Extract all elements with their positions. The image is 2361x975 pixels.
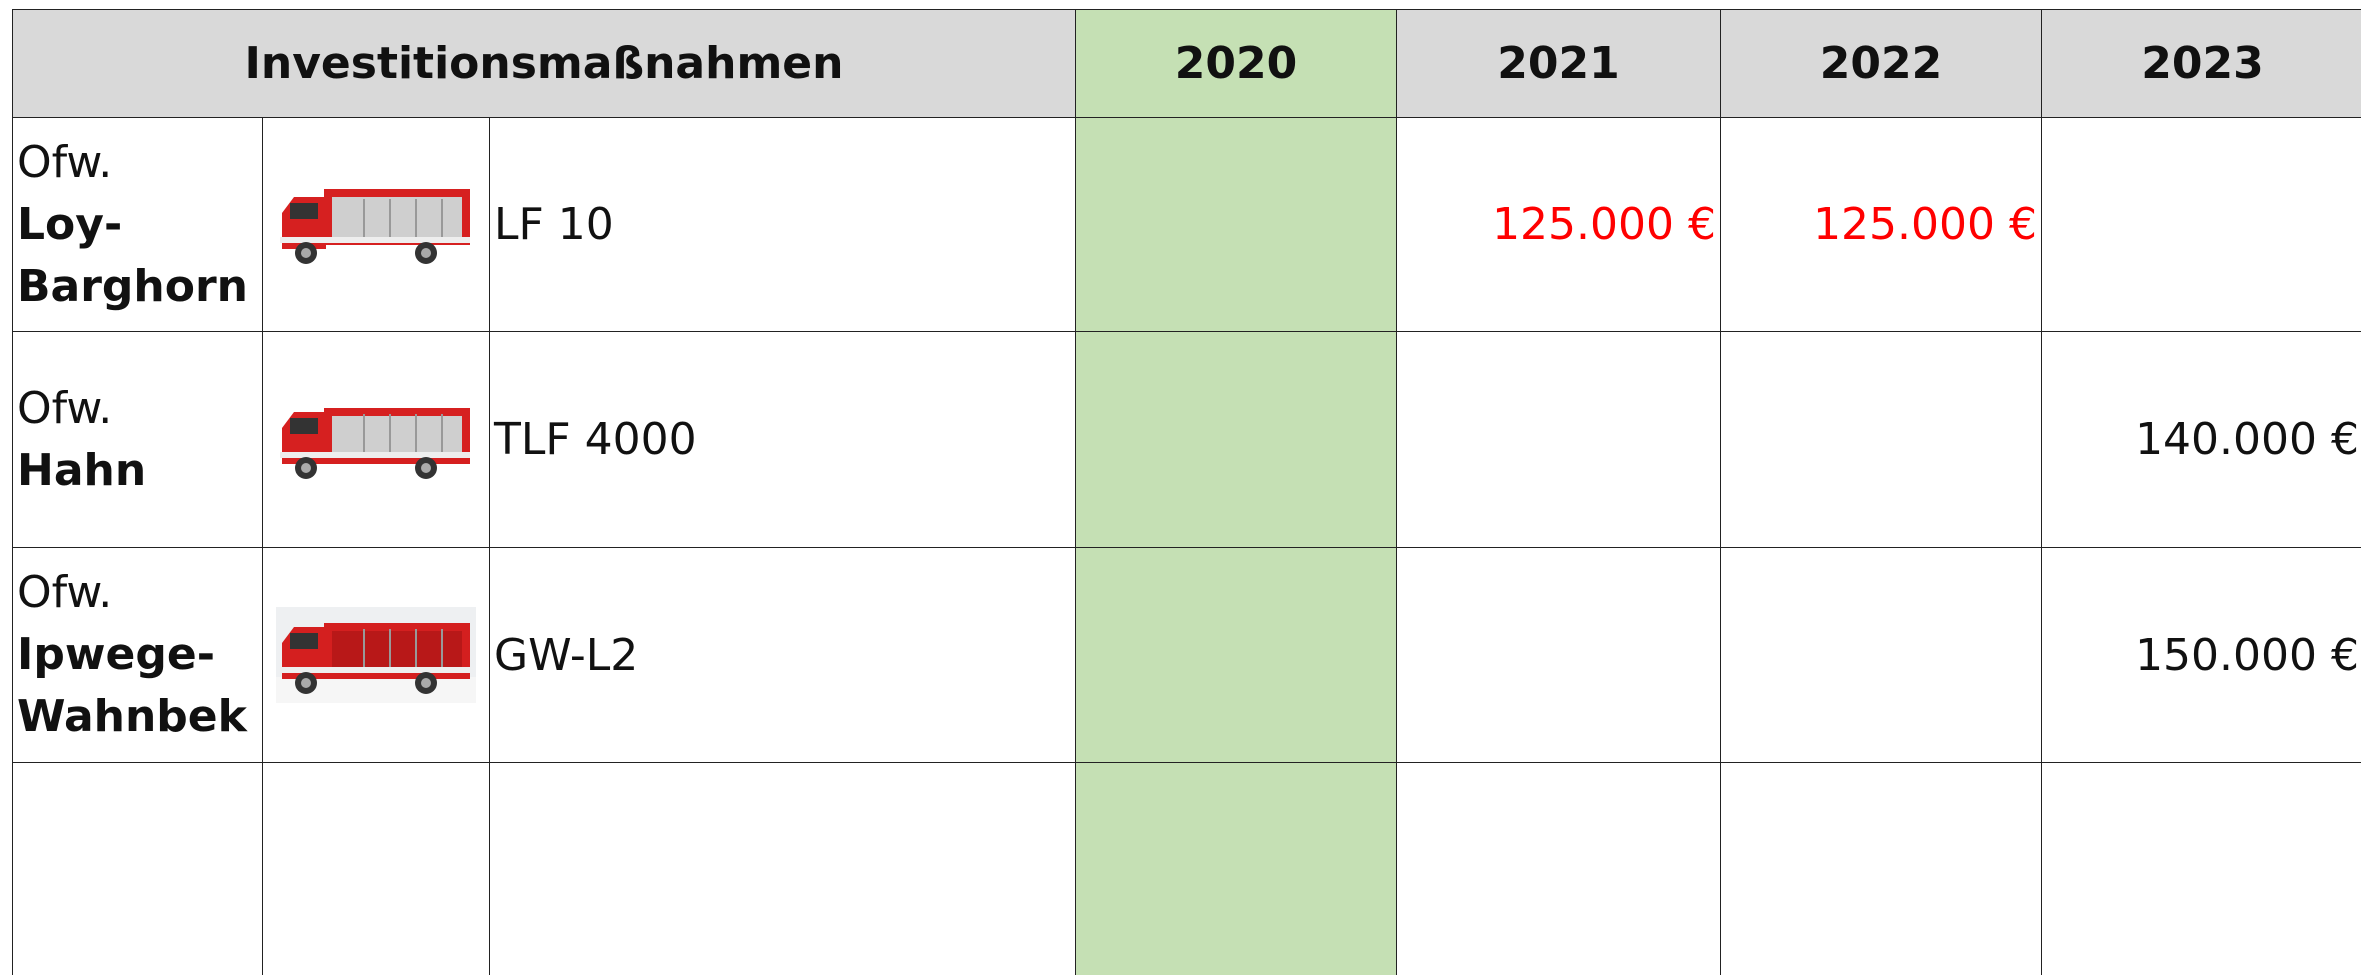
- value-cell: 125.000 €: [1396, 117, 1720, 331]
- station-prefix: Ofw.: [17, 132, 112, 194]
- station-cell: Ofw.Ipwege-Wahnbek: [12, 547, 262, 762]
- cost-value: 125.000 €: [1813, 199, 2037, 250]
- cost-value: 125.000 €: [1492, 199, 1716, 250]
- value-cell: [1396, 331, 1720, 547]
- year-header: 2022: [1720, 9, 2041, 117]
- vehicle-cell: GW-L2: [489, 547, 1075, 762]
- station-name: Loy-Barghorn: [17, 194, 262, 318]
- value-cell: [2041, 117, 2361, 331]
- truck-image: [276, 607, 476, 703]
- station-cell: Ofw.Loy-Barghorn: [12, 117, 262, 331]
- vehicle-name: LF 10: [494, 199, 614, 250]
- value-cell: [1075, 547, 1396, 762]
- station-cell: Ofw.Hahn: [12, 331, 262, 547]
- image-cell: [262, 117, 489, 331]
- year-header: 2023: [2041, 9, 2361, 117]
- image-cell: [262, 547, 489, 762]
- vehicle-cell: LF 10: [489, 117, 1075, 331]
- station-prefix: Ofw.: [17, 378, 112, 440]
- value-cell: [1720, 547, 2041, 762]
- year-header: 2021: [1396, 9, 1720, 117]
- value-cell: [1075, 331, 1396, 547]
- cost-value: 140.000 €: [2135, 414, 2359, 465]
- station-prefix: Ofw.: [17, 562, 112, 624]
- value-cell: [1720, 331, 2041, 547]
- value-cell: 125.000 €: [1720, 117, 2041, 331]
- header-cell: Investitionsmaßnahmen: [12, 9, 1075, 117]
- cost-value: 150.000 €: [2135, 630, 2359, 681]
- empty-cell: [1396, 762, 1720, 975]
- empty-cell: [1720, 762, 2041, 975]
- vehicle-name: TLF 4000: [494, 414, 697, 465]
- value-cell: [1075, 117, 1396, 331]
- empty-cell: [1075, 762, 1396, 975]
- truck-image: [276, 392, 476, 488]
- empty-cell: [12, 762, 262, 975]
- vehicle-name: GW-L2: [494, 630, 638, 681]
- year-label: 2020: [1175, 38, 1297, 89]
- year-label: 2023: [2141, 38, 2263, 89]
- year-label: 2021: [1497, 38, 1619, 89]
- value-cell: [1396, 547, 1720, 762]
- value-cell: 150.000 €: [2041, 547, 2361, 762]
- truck-image: [276, 177, 476, 273]
- empty-cell: [489, 762, 1075, 975]
- value-cell: 140.000 €: [2041, 331, 2361, 547]
- year-header: 2020: [1075, 9, 1396, 117]
- empty-cell: [262, 762, 489, 975]
- spreadsheet: Investitionsmaßnahmen 2020 2021 2022 2023 Ofw…: [0, 0, 2361, 973]
- empty-cell: [2041, 762, 2361, 975]
- station-name: Ipwege-Wahnbek: [17, 624, 262, 748]
- image-cell: [262, 331, 489, 547]
- vehicle-cell: TLF 4000: [489, 331, 1075, 547]
- year-label: 2022: [1820, 38, 1942, 89]
- header-title: Investitionsmaßnahmen: [245, 38, 844, 89]
- station-name: Hahn: [17, 440, 146, 502]
